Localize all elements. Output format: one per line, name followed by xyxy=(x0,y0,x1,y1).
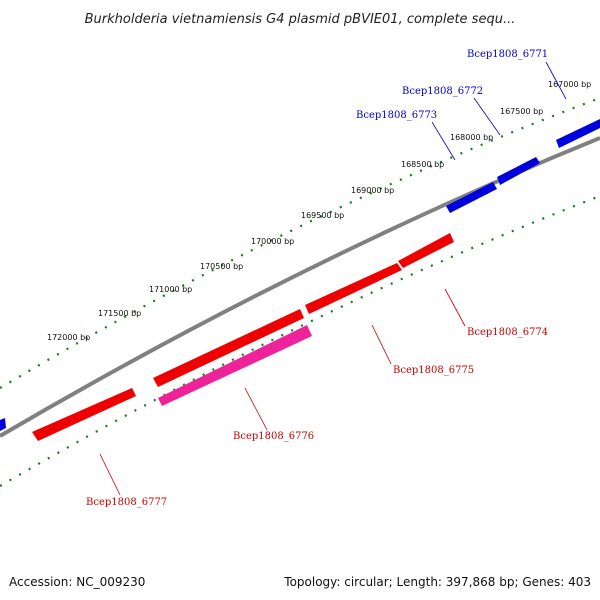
gene-arrow-reverse[interactable] xyxy=(305,263,402,314)
tick-label: 167500 bp xyxy=(500,107,543,116)
gene-labels: Bcep1808_6771 Bcep1808_6772 Bcep1808_677… xyxy=(86,49,548,508)
tick-label: 172000 bp xyxy=(47,333,90,342)
map-title: Burkholderia vietnamiensis G4 plasmid pB… xyxy=(85,12,516,27)
gene-arrow-forward[interactable] xyxy=(556,119,600,148)
tick-label: 167000 bp xyxy=(548,80,591,89)
accession-label: Accession: NC_009230 xyxy=(9,575,145,589)
gene-arrow-forward[interactable] xyxy=(497,157,540,185)
tick-label: 171000 bp xyxy=(149,285,192,294)
gene-label[interactable]: Bcep1808_6773 xyxy=(356,110,437,121)
reverse-genes xyxy=(32,233,454,441)
gene-label[interactable]: Bcep1808_6774 xyxy=(467,327,548,338)
tick-label: 168500 bp xyxy=(401,160,444,169)
topology-summary: Topology: circular; Length: 397,868 bp; … xyxy=(283,575,591,589)
gene-arrow-reverse[interactable] xyxy=(32,388,136,441)
gene-label[interactable]: Bcep1808_6775 xyxy=(393,365,474,376)
tick-label: 169500 bp xyxy=(301,211,344,220)
gene-label[interactable]: Bcep1808_6771 xyxy=(467,49,548,60)
gene-label[interactable]: Bcep1808_6777 xyxy=(86,497,167,508)
tick-labels: 167000 bp 167500 bp 168000 bp 168500 bp … xyxy=(47,80,591,342)
gene-arrow-reverse-highlight[interactable] xyxy=(158,325,312,406)
tick-label: 170000 bp xyxy=(251,237,294,246)
gene-label[interactable]: Bcep1808_6772 xyxy=(402,86,483,97)
label-callouts xyxy=(99,61,567,496)
outer-tick-track xyxy=(0,96,600,389)
forward-genes xyxy=(0,119,600,431)
tick-label: 171500 bp xyxy=(98,309,141,318)
tick-label: 169000 bp xyxy=(351,186,394,195)
sequence-backbone xyxy=(0,136,600,438)
tick-label: 170500 bp xyxy=(200,262,243,271)
gene-arrow-forward[interactable] xyxy=(0,418,6,431)
gene-arrow-reverse[interactable] xyxy=(398,233,454,268)
gene-label[interactable]: Bcep1808_6776 xyxy=(233,431,314,442)
tick-label: 168000 bp xyxy=(450,133,493,142)
gene-arrow-reverse[interactable] xyxy=(153,309,304,387)
gene-arrow-forward[interactable] xyxy=(446,182,497,213)
